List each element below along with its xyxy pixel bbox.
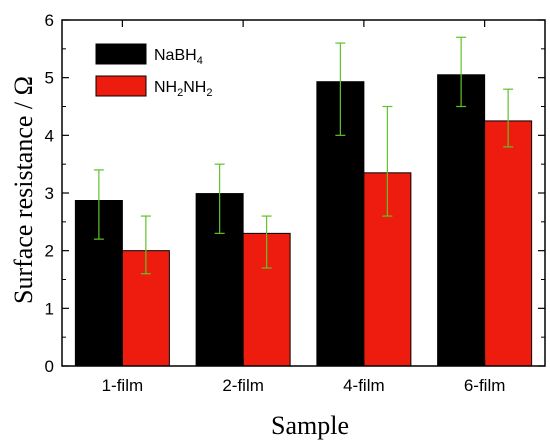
x-tick-label: 2-film [222,376,264,395]
legend-subscript: 2 [206,87,212,99]
legend-label-nh2nh2: NH2NH2 [154,79,212,99]
x-tick-label: 1-film [102,376,144,395]
legend-label-nabh4: NaBH4 [154,47,203,67]
legend-subscript: 4 [197,55,203,67]
x-axis-label: Sample [271,411,349,440]
legend-swatch-nh2nh2 [95,75,147,97]
x-tick-label: 6-film [464,376,506,395]
legend-subscript: 2 [177,87,183,99]
axes [61,19,546,367]
tick-labels: 0 1 2 3 4 5 6 1-film 2-film 4-film 6-film [45,11,506,395]
legend-swatch-nabh4 [95,43,147,65]
y-tick-label: 0 [45,357,54,376]
legend-text-part: NaBH [154,47,197,64]
x-tick-label: 4-film [343,376,385,395]
y-tick-label: 4 [45,126,54,145]
bar-nabh4-6-film [437,74,486,367]
y-tick-label: 5 [45,69,54,88]
y-tick-label: 1 [45,299,54,318]
y-tick-label: 6 [45,11,54,30]
bar-nh2nh2-6-film [484,120,533,367]
legend-text-part: NH [183,79,206,96]
y-axis-label: Surface resistance / Ω [9,76,38,304]
y-tick-label: 2 [45,242,54,261]
y-tick-label: 3 [45,184,54,203]
legend-text-part: NH [154,79,177,96]
plot-area [74,36,533,367]
